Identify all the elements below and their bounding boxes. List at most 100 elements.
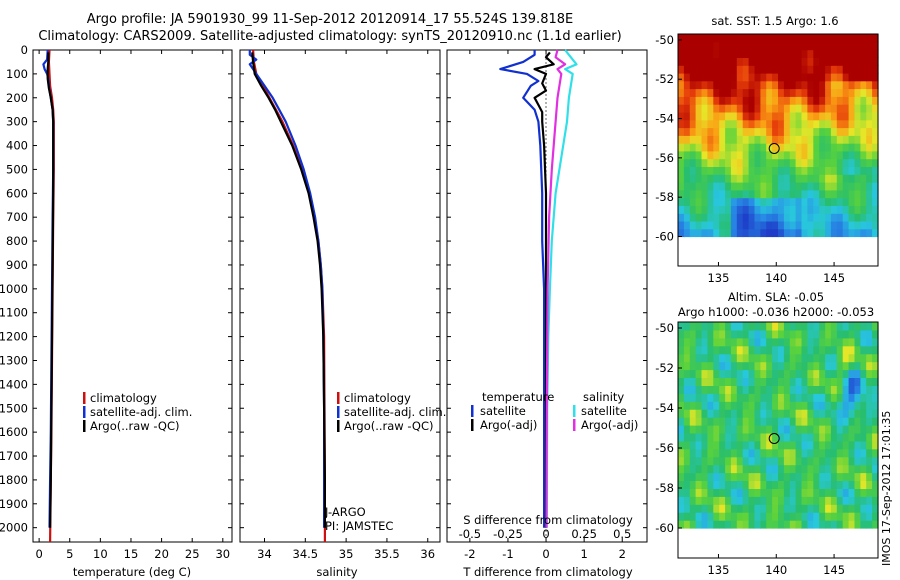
salinity-panel: 34 34.5 35 35.5 36 salinity climatology sate… (239, 49, 446, 579)
map-cell (872, 425, 879, 434)
map-cell (848, 135, 856, 144)
map-cell (736, 520, 744, 529)
map-cell (854, 345, 861, 355)
map-cell (713, 417, 720, 426)
map-cell (778, 337, 785, 347)
map-cell (866, 337, 873, 347)
map-cell (783, 425, 791, 434)
map-cell (848, 377, 856, 386)
map-cell (730, 512, 738, 521)
map-cell (742, 369, 750, 378)
map-cell (713, 197, 720, 206)
map-cell (772, 472, 779, 481)
map-cell (866, 472, 873, 481)
map-cell (678, 393, 685, 402)
map-cell (848, 464, 856, 474)
map-cell (825, 150, 832, 160)
map-cell (813, 49, 820, 58)
map-cell (830, 65, 838, 74)
map-cell (730, 385, 738, 394)
map-cell (760, 72, 767, 82)
map-cell (772, 197, 779, 206)
map-cell (854, 520, 861, 529)
map-cell (825, 182, 832, 191)
map-cell (860, 135, 867, 144)
map-cell (772, 322, 779, 331)
map-cell (695, 197, 703, 206)
map-cell (778, 65, 785, 74)
map-cell (825, 448, 832, 458)
map-cell (848, 322, 856, 331)
map-cell (825, 520, 832, 529)
map-cell (813, 488, 820, 497)
map-cell (854, 166, 861, 175)
map-cell (713, 329, 720, 339)
map-cell (760, 322, 767, 331)
map-cell (730, 369, 738, 378)
map-cell (795, 158, 803, 167)
map-cell (695, 520, 703, 529)
map-cell (836, 369, 844, 378)
map-cell (707, 34, 714, 43)
map-cell (754, 150, 761, 160)
map-cell (695, 448, 703, 458)
map-cell (866, 174, 873, 183)
map-cell (772, 205, 779, 214)
map-cell (678, 472, 685, 481)
map-cell (836, 205, 844, 214)
map-cell (801, 401, 808, 410)
map-cell (789, 329, 797, 339)
map-cell (701, 158, 708, 167)
map-cell (701, 72, 708, 82)
map-cell (854, 464, 861, 474)
map-cell (830, 496, 838, 505)
map-cell (713, 488, 720, 497)
map-cell (795, 49, 803, 58)
map-cell (860, 57, 867, 66)
map-cell (830, 337, 838, 347)
map-cell (819, 369, 826, 378)
map-cell (748, 182, 756, 191)
map-cell (766, 504, 773, 513)
map-cell (866, 425, 873, 434)
map-cell (725, 220, 732, 230)
map-cell (836, 80, 844, 90)
map-cell (742, 377, 750, 386)
map-cell (701, 464, 708, 474)
map-cell (760, 220, 767, 230)
map-cell (872, 166, 879, 175)
map-cell (742, 143, 750, 152)
map-cell (830, 472, 838, 481)
map-cell (707, 512, 714, 521)
map-cell (766, 464, 773, 474)
map-cell (736, 488, 744, 497)
map-cell (736, 353, 744, 363)
map-cell (683, 345, 691, 355)
map-cell (854, 425, 861, 434)
x-tick-label: 20 (154, 547, 169, 561)
map-cell (766, 41, 773, 51)
map-cell (678, 329, 685, 339)
sst-map-x-axis: 135 140 145 (707, 262, 845, 285)
map-cell (760, 409, 767, 418)
map-cell (707, 440, 714, 450)
map-cell (813, 88, 820, 97)
map-cell (725, 409, 732, 418)
map-cell (742, 393, 750, 402)
map-cell (678, 135, 685, 144)
difference-legend: temperature satellite Argo(-adj) salinit… (471, 390, 638, 432)
map-cell (683, 65, 691, 74)
difference-panel: -2 -1 0 1 2 -0.5 -0.25 0 0.25 0.5 S difference f… (446, 49, 648, 579)
map-cell (678, 72, 685, 82)
map-cell (719, 440, 726, 450)
map-cell (713, 111, 720, 121)
map-cell (801, 150, 808, 160)
map-cell (854, 182, 861, 191)
map-cell (783, 496, 791, 505)
map-cell (778, 88, 785, 97)
map-cell (813, 189, 820, 199)
map-cell (795, 417, 803, 426)
map-cell (766, 158, 773, 167)
map-cell (836, 377, 844, 386)
map-cell (836, 96, 844, 105)
